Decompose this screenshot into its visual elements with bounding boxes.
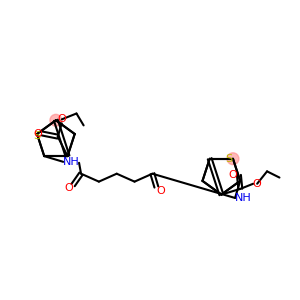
Text: NH: NH [235, 193, 251, 203]
Circle shape [227, 153, 239, 165]
Text: O: O [33, 128, 42, 139]
Text: O: O [57, 114, 66, 124]
Text: S: S [226, 154, 232, 164]
Text: O: O [65, 183, 74, 193]
Text: NH: NH [63, 157, 80, 167]
Text: O: O [156, 186, 165, 196]
Circle shape [50, 114, 62, 126]
Text: O: O [253, 179, 262, 189]
Text: S: S [34, 131, 40, 141]
Text: O: O [229, 170, 237, 180]
